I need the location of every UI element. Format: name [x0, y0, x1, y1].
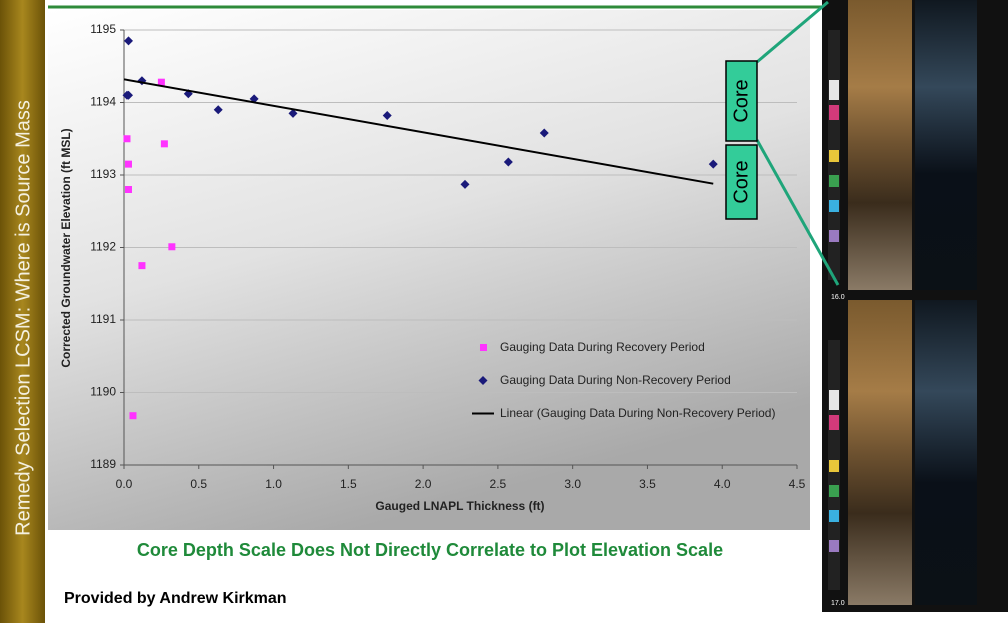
point: [168, 243, 176, 251]
trend-line: [123, 78, 714, 185]
caption: Core Depth Scale Does Not Directly Corre…: [137, 540, 723, 560]
legend-swatch: [478, 376, 488, 385]
point: [382, 111, 392, 121]
point: [539, 128, 549, 138]
core-pointer: [755, 139, 840, 286]
point: [288, 108, 298, 118]
legend-label: Gauging Data During Recovery Period: [500, 340, 705, 354]
x-tick-label: 1.5: [340, 477, 357, 491]
x-tick-label: 3.5: [639, 477, 656, 491]
legend-item: Gauging Data During Non-Recovery Period: [472, 373, 792, 388]
core-label: Core: [730, 79, 752, 122]
y-tick-label: 1191: [90, 312, 116, 326]
point: [160, 140, 168, 148]
x-tick-label: 0.5: [190, 477, 207, 491]
legend-item: Linear (Gauging Data During Non-Recovery…: [472, 406, 792, 421]
core-photo: [848, 0, 912, 290]
core-pointer: [756, 0, 829, 64]
point: [129, 412, 137, 420]
core-photo: [848, 300, 912, 605]
point: [123, 135, 131, 143]
x-tick-label: 4.0: [714, 477, 731, 491]
point: [124, 160, 132, 168]
x-tick-label: 2.0: [415, 477, 432, 491]
chart-background: [48, 10, 810, 530]
core-label: Core: [730, 160, 752, 203]
core-label-box: [725, 60, 758, 142]
sidebar: [0, 0, 45, 623]
point: [123, 90, 133, 100]
y-tick-label: 1193: [90, 167, 116, 181]
x-tick-label: 2.5: [490, 477, 507, 491]
legend-item: Gauging Data During Recovery Period: [472, 340, 792, 355]
x-tick-label: 4.5: [789, 477, 806, 491]
y-axis-title: Corrected Groundwater Elevation (ft MSL): [59, 128, 73, 367]
depth-label: 16.0: [831, 294, 845, 301]
point: [138, 262, 146, 270]
point: [460, 179, 470, 189]
point: [123, 36, 133, 46]
y-tick-label: 1189: [90, 457, 116, 471]
legend-label: Linear (Gauging Data During Non-Recovery…: [500, 406, 776, 420]
legend-label: Gauging Data During Non-Recovery Period: [500, 373, 731, 387]
color-scale: [828, 30, 840, 590]
depth-label: 17.0: [831, 600, 845, 607]
sidebar-title: Remedy Selection LCSM: Where is Source M…: [12, 100, 34, 536]
core-label-box: [725, 144, 758, 220]
core-uv-photo: [915, 300, 977, 605]
legend-swatch: [472, 412, 494, 415]
point: [124, 186, 132, 193]
plot: 1189 1190 1191 1192 1193 1194 1195 0.0 0.5 1.0 1.5…: [90, 22, 805, 491]
x-tick-label: 1.0: [265, 477, 282, 491]
x-tick-label: 0.0: [116, 477, 133, 491]
point: [503, 157, 513, 167]
x-tick-label: 3.0: [564, 477, 581, 491]
point: [708, 159, 718, 169]
y-tick-label: 1190: [90, 385, 116, 399]
point: [213, 105, 223, 115]
x-axis-title: Gauged LNAPL Thickness (ft): [375, 499, 544, 513]
legend: Gauging Data During Recovery Period Gaugi…: [472, 340, 792, 439]
credit: Provided by Andrew Kirkman: [64, 590, 287, 607]
y-tick-label: 1195: [90, 22, 116, 36]
y-tick-label: 1194: [90, 95, 116, 109]
y-tick-label: 1192: [90, 240, 116, 254]
legend-swatch: [480, 344, 487, 351]
point: [157, 78, 165, 86]
core-uv-photo: [915, 0, 977, 290]
